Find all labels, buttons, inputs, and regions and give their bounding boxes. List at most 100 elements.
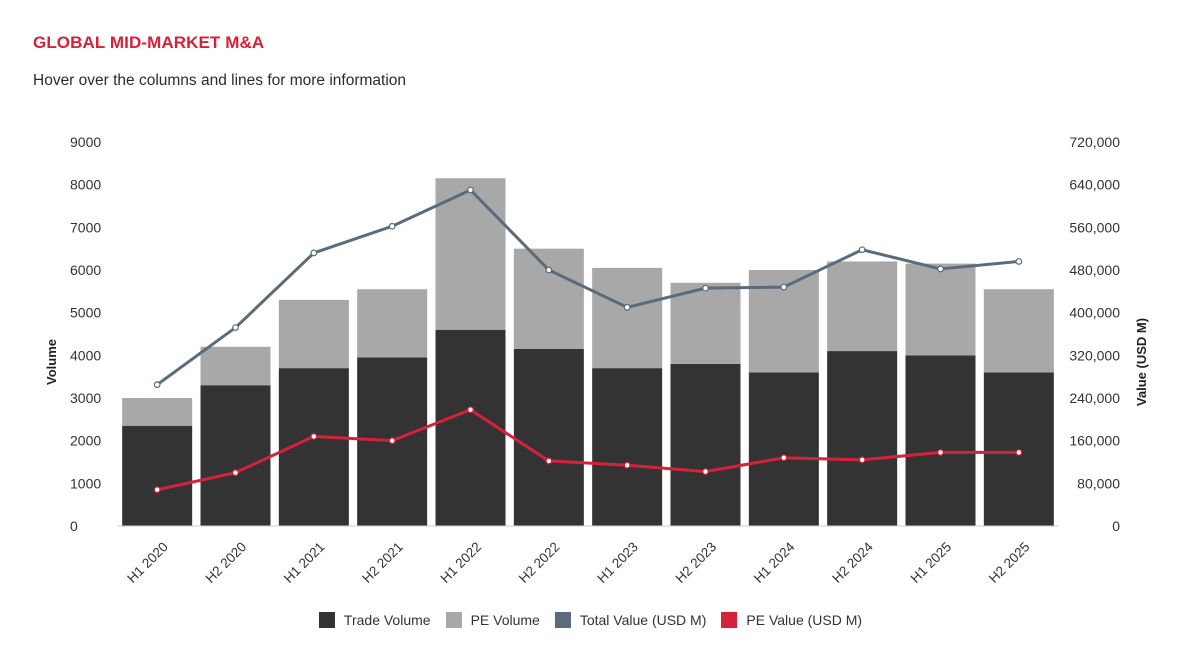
- legend-label-trade-volume: Trade Volume: [343, 612, 431, 628]
- y-tick-label-left: 9000: [70, 134, 101, 150]
- point-pe-value[interactable]: [388, 437, 396, 445]
- line-total-value[interactable]: [156, 188, 1019, 386]
- bar-pe-volume[interactable]: [122, 398, 193, 426]
- x-tick-label: H1 2022: [438, 539, 485, 586]
- x-tick-label: H2 2022: [516, 539, 563, 586]
- y-tick-label-left: 2000: [70, 433, 101, 449]
- point-total-value[interactable]: [545, 266, 553, 274]
- bar-pe-volume[interactable]: [827, 261, 898, 352]
- legend-item-total-value[interactable]: Total Value (USD M): [554, 612, 707, 628]
- y-axis-right-title: Value (USD M): [1134, 318, 1149, 406]
- bar-trade-volume[interactable]: [670, 363, 741, 526]
- bar-pe-volume[interactable]: [278, 299, 349, 369]
- y-tick-label-left: 1000: [70, 475, 101, 491]
- legend-swatch-pe-value: [721, 612, 738, 628]
- bar-pe-volume[interactable]: [983, 289, 1054, 373]
- y-axis-right: 0 80,000 160,000 240,000 320,000 400,000 480,0…: [1069, 134, 1120, 534]
- chart-canvas[interactable]: 0 1000 2000 3000 4000 5000 6000 7000 8000 9000 0 8…: [0, 0, 1181, 610]
- legend: Trade Volume PE Volume Total Value (USD …: [0, 612, 1181, 628]
- y-tick-label-left: 6000: [70, 262, 101, 278]
- bar-trade-volume[interactable]: [122, 425, 193, 526]
- bar-pe-volume[interactable]: [513, 248, 584, 349]
- bar-trade-volume[interactable]: [827, 351, 898, 526]
- bar-pe-volume[interactable]: [435, 178, 506, 330]
- legend-item-pe-value[interactable]: PE Value (USD M): [721, 612, 862, 628]
- x-tick-label: H2 2021: [359, 539, 406, 586]
- bar-group[interactable]: [122, 178, 1054, 526]
- point-total-value[interactable]: [937, 265, 944, 273]
- point-total-value[interactable]: [858, 246, 866, 254]
- y-axis-left-title: Volume: [44, 339, 59, 385]
- point-pe-value[interactable]: [702, 468, 709, 476]
- x-tick-label: H2 2020: [203, 539, 250, 586]
- point-total-value[interactable]: [310, 249, 318, 257]
- bar-pe-volume[interactable]: [357, 289, 428, 358]
- legend-swatch-total-value: [554, 612, 571, 628]
- x-tick-label: H1 2025: [908, 539, 955, 586]
- point-total-value[interactable]: [623, 303, 631, 311]
- legend-label-pe-value: PE Value (USD M): [746, 612, 863, 628]
- point-pe-value[interactable]: [623, 461, 631, 469]
- y-tick-label-left: 7000: [70, 219, 101, 235]
- point-pe-value[interactable]: [1015, 449, 1023, 456]
- bar-pe-volume[interactable]: [670, 282, 741, 364]
- x-tick-label: H1 2021: [281, 539, 328, 586]
- x-tick-label: H2 2024: [829, 539, 876, 586]
- point-total-value[interactable]: [232, 324, 239, 332]
- x-axis: H1 2020 H2 2020 H1 2021 H2 2021 H1 2022 H2 20…: [124, 539, 1032, 586]
- y-tick-label-right: 80,000: [1077, 475, 1120, 491]
- y-tick-label-right: 640,000: [1069, 177, 1120, 193]
- point-pe-value[interactable]: [467, 406, 474, 414]
- bar-pe-volume[interactable]: [200, 346, 271, 386]
- x-tick-label: H2 2023: [673, 539, 720, 586]
- bar-trade-volume[interactable]: [200, 385, 271, 526]
- point-total-value[interactable]: [1015, 258, 1023, 265]
- chart-title: GLOBAL MID-MARKET M&A: [33, 33, 265, 52]
- bar-trade-volume[interactable]: [592, 368, 663, 526]
- y-tick-label-left: 3000: [70, 390, 101, 406]
- legend-label-total-value: Total Value (USD M): [579, 612, 707, 628]
- x-tick-label: H1 2020: [124, 539, 171, 586]
- point-total-value[interactable]: [702, 284, 709, 292]
- point-pe-value[interactable]: [232, 469, 239, 477]
- y-tick-label-right: 400,000: [1069, 305, 1120, 321]
- bar-trade-volume[interactable]: [748, 372, 819, 526]
- y-tick-label-right: 720,000: [1069, 134, 1120, 150]
- y-tick-label-left: 8000: [70, 177, 101, 193]
- point-pe-value[interactable]: [937, 449, 944, 456]
- y-tick-label-right: 160,000: [1069, 433, 1120, 449]
- y-tick-label-right: 0: [1112, 518, 1120, 534]
- x-tick-label: H1 2024: [751, 539, 798, 586]
- bar-trade-volume[interactable]: [905, 355, 976, 526]
- bar-pe-volume[interactable]: [905, 263, 976, 356]
- point-pe-value[interactable]: [153, 486, 161, 494]
- legend-swatch-pe-volume: [445, 612, 462, 628]
- point-pe-value[interactable]: [310, 433, 318, 440]
- point-total-value[interactable]: [153, 381, 161, 389]
- y-tick-label-left: 0: [70, 518, 78, 534]
- legend-swatch-trade-volume: [318, 612, 335, 628]
- y-tick-label-right: 560,000: [1069, 219, 1120, 235]
- legend-item-trade-volume[interactable]: Trade Volume: [318, 612, 431, 628]
- point-total-value[interactable]: [388, 222, 396, 230]
- point-total-value[interactable]: [780, 283, 788, 291]
- y-axis-left: 0 1000 2000 3000 4000 5000 6000 7000 8000 9000: [70, 134, 101, 534]
- point-total-value[interactable]: [467, 186, 474, 194]
- y-tick-label-left: 4000: [70, 347, 101, 363]
- y-tick-label-right: 480,000: [1069, 262, 1120, 278]
- bar-trade-volume[interactable]: [513, 348, 584, 526]
- legend-item-pe-volume[interactable]: PE Volume: [445, 612, 540, 628]
- y-tick-label-right: 320,000: [1069, 347, 1120, 363]
- point-pe-value[interactable]: [780, 454, 788, 462]
- chart-subtitle: Hover over the columns and lines for mor…: [33, 72, 407, 89]
- y-tick-label-right: 240,000: [1069, 390, 1120, 406]
- legend-label-pe-volume: PE Volume: [470, 612, 540, 628]
- line-pe-value[interactable]: [156, 408, 1019, 492]
- bar-trade-volume[interactable]: [435, 329, 506, 526]
- point-pe-value[interactable]: [545, 457, 553, 465]
- line-group[interactable]: [153, 186, 1023, 494]
- x-tick-label: H2 2025: [986, 539, 1033, 586]
- bar-pe-volume[interactable]: [592, 267, 663, 369]
- point-pe-value[interactable]: [858, 456, 866, 464]
- x-tick-label: H1 2023: [594, 539, 641, 586]
